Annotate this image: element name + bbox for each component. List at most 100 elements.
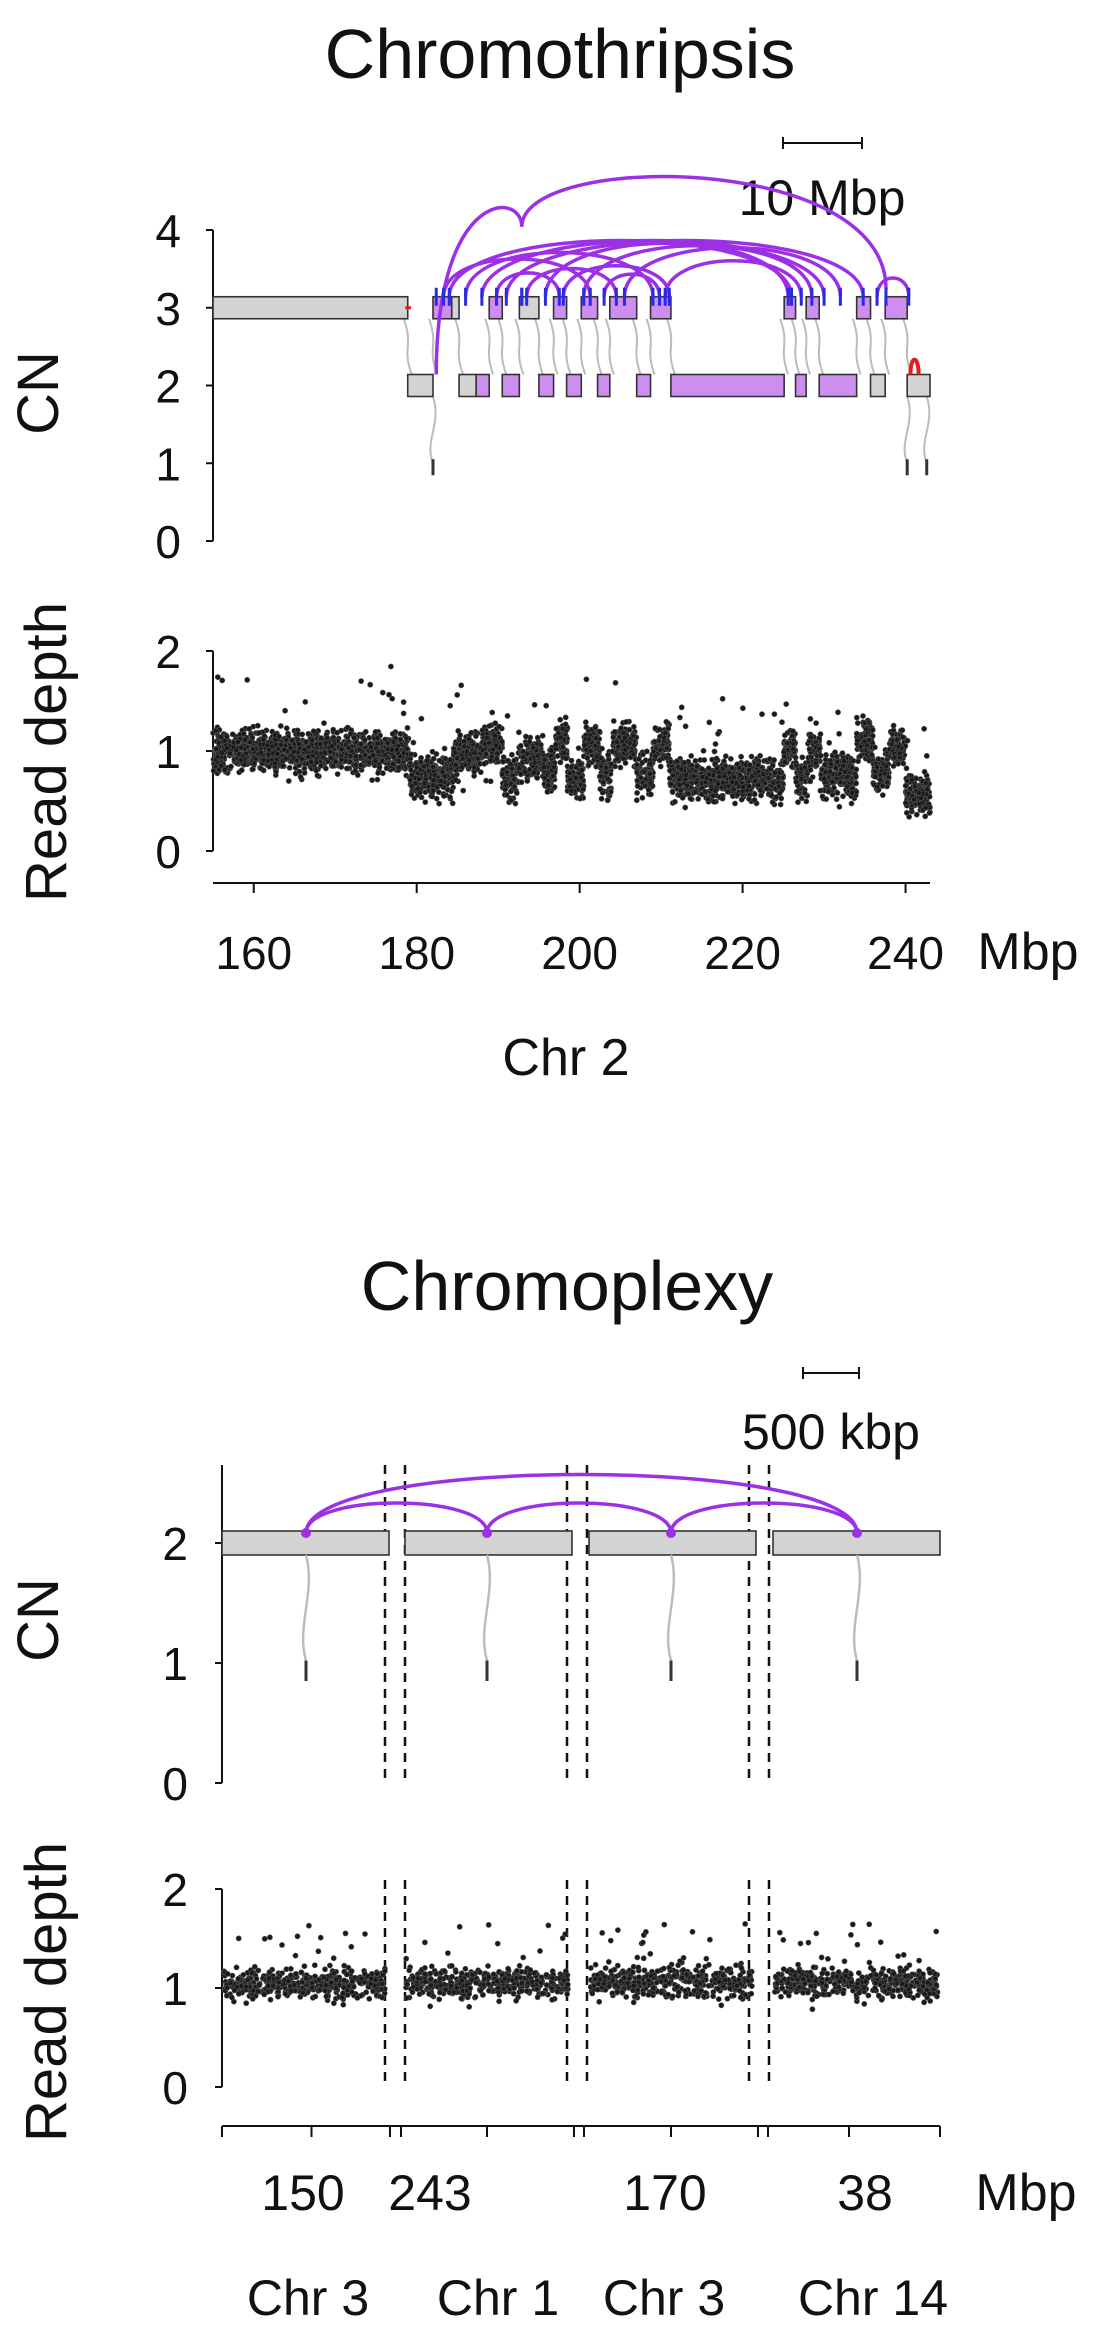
- read-depth-point: [413, 764, 420, 771]
- read-depth-point: [553, 741, 559, 748]
- read-depth-point: [740, 784, 746, 790]
- read-depth-point: [253, 1975, 260, 1982]
- read-depth-point: [503, 769, 510, 776]
- read-depth-point: [789, 733, 796, 739]
- read-depth-point: [318, 735, 325, 741]
- read-depth-point: [212, 727, 219, 734]
- read-depth-point: [610, 718, 617, 724]
- read-depth-point: [874, 764, 880, 770]
- read-depth-point: [702, 788, 709, 795]
- read-depth-point: [520, 1954, 527, 1961]
- cn-junction-connector: [790, 318, 801, 375]
- read-depth-point: [631, 742, 638, 748]
- read-depth-point: [400, 699, 407, 705]
- read-depth-point: [615, 743, 622, 750]
- read-depth-point: [692, 789, 699, 795]
- cn-segment: [406, 373, 434, 398]
- read-depth-point: [246, 726, 253, 732]
- read-depth-point: [559, 725, 566, 732]
- read-depth-point: [790, 728, 796, 735]
- read-depth-point: [314, 772, 321, 779]
- read-depth-point: [282, 707, 288, 714]
- read-depth-point: [504, 713, 511, 719]
- read-depth-point: [224, 1971, 231, 1977]
- read-depth-point: [553, 725, 560, 732]
- read-depth-point: [794, 788, 801, 795]
- read-depth-point: [265, 1982, 271, 1989]
- read-depth-point: [322, 1987, 329, 1994]
- read-depth-point: [904, 737, 911, 744]
- cn-axis-label: CN: [6, 1578, 71, 1662]
- read-depth-point: [672, 798, 678, 805]
- read-depth-point: [356, 746, 363, 753]
- read-depth-point: [452, 776, 459, 783]
- read-depth-point: [295, 741, 302, 747]
- read-depth-point: [287, 1965, 294, 1972]
- read-depth-point: [369, 777, 375, 783]
- cn-junction-connector: [665, 318, 676, 375]
- read-depth-point: [367, 1980, 374, 1987]
- read-depth-point: [827, 768, 833, 775]
- read-depth-point: [348, 1989, 355, 1995]
- read-depth-point: [678, 704, 685, 711]
- read-depth-point: [274, 751, 281, 757]
- read-depth-point: [538, 741, 544, 748]
- read-depth-point: [338, 746, 345, 753]
- read-depth-point: [447, 794, 453, 800]
- sv-arc: [581, 243, 814, 297]
- read-depth-point: [853, 773, 859, 780]
- read-depth-point: [592, 742, 599, 749]
- read-depth-point: [767, 765, 774, 772]
- read-depth-point: [368, 744, 374, 751]
- read-depth-point: [823, 796, 830, 802]
- read-depth-point: [511, 776, 518, 783]
- read-depth-point: [705, 796, 711, 802]
- read-depth-point: [338, 756, 345, 763]
- read-depth-point: [638, 774, 644, 781]
- read-depth-point: [374, 776, 381, 783]
- read-depth-point: [728, 756, 734, 762]
- read-depth-points: [221, 1921, 941, 2013]
- read-depth-point: [630, 732, 637, 739]
- read-depth-point: [844, 783, 851, 790]
- read-depth-point: [557, 759, 564, 766]
- read-depth-point: [620, 755, 627, 762]
- read-depth-point: [249, 1970, 255, 1976]
- read-depth-point: [418, 715, 425, 722]
- read-depth-point: [557, 716, 564, 723]
- read-depth-point: [323, 1982, 330, 1989]
- read-depth-point: [592, 724, 599, 731]
- read-depth-point: [793, 762, 800, 769]
- read-depth-point: [755, 768, 762, 775]
- cn-junction-connector: [779, 318, 790, 375]
- read-depth-point: [813, 720, 819, 726]
- read-depth-point: [715, 730, 721, 737]
- read-depth-point: [327, 748, 334, 755]
- read-depth-point: [421, 780, 428, 787]
- read-depth-point: [358, 1975, 365, 1982]
- read-depth-point: [833, 765, 839, 771]
- read-depth-point: [716, 773, 723, 780]
- read-depth-point: [779, 719, 785, 726]
- read-depth-point: [361, 737, 368, 744]
- sv-arc: [561, 264, 672, 297]
- read-depth-point: [777, 801, 784, 808]
- cn-junction-connector: [497, 318, 508, 375]
- cn-segment: [635, 373, 652, 398]
- read-depth-point: [746, 796, 752, 802]
- read-depth-point: [302, 699, 309, 705]
- read-depth-point: [580, 786, 587, 793]
- read-depth-point: [287, 745, 294, 751]
- read-depth-point: [347, 730, 354, 737]
- read-depth-point: [282, 1991, 289, 1997]
- read-depth-point: [323, 735, 330, 741]
- read-depth-point: [572, 775, 579, 781]
- read-depth-point: [283, 725, 290, 732]
- read-depth-point: [375, 770, 381, 776]
- read-depth-point: [235, 1935, 242, 1942]
- read-depth-point: [634, 783, 641, 789]
- read-depth-point: [421, 763, 427, 770]
- read-depth-point: [752, 778, 758, 784]
- read-depth-point: [339, 1994, 346, 2001]
- read-depth-point: [831, 784, 837, 791]
